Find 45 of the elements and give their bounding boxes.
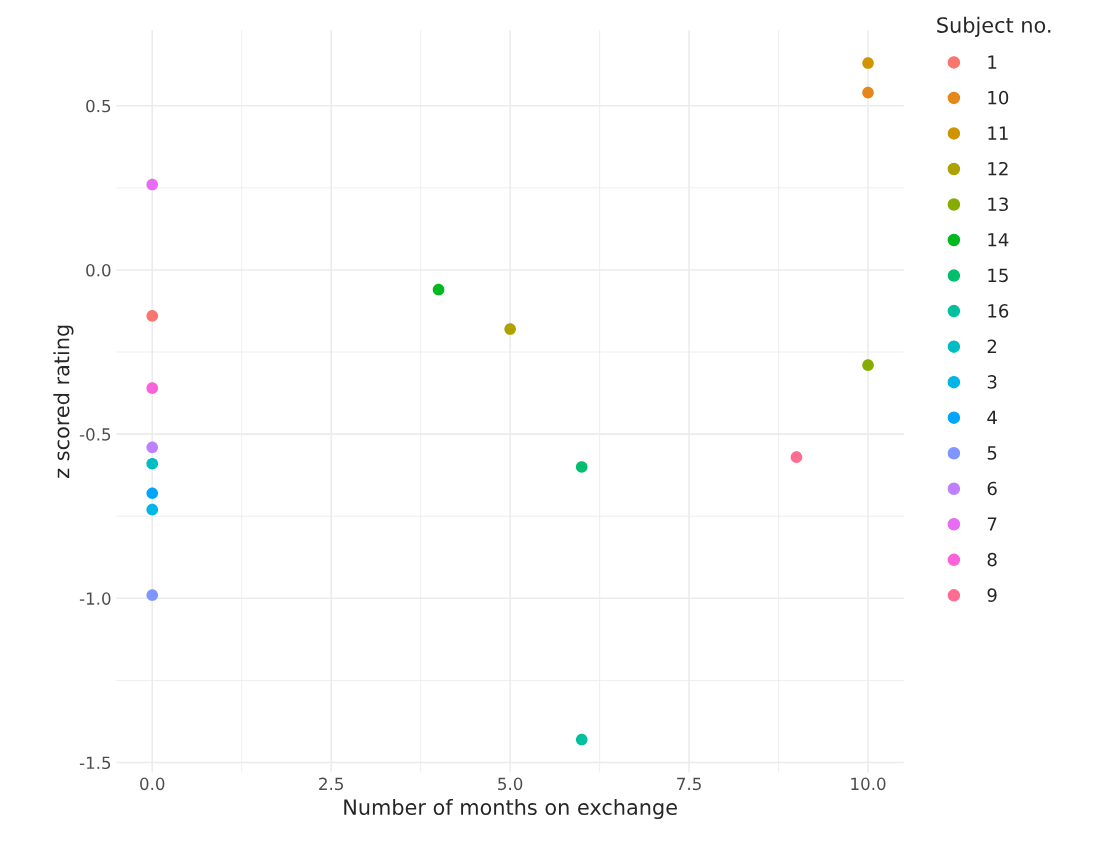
point xyxy=(862,359,874,371)
point xyxy=(146,178,159,191)
legend-label: 2 xyxy=(987,339,997,353)
legend-label: 13 xyxy=(988,197,1008,212)
point xyxy=(575,461,588,473)
point xyxy=(146,503,159,516)
legend-label: 12 xyxy=(988,161,1008,176)
legend-label: 14 xyxy=(988,233,1009,247)
x-tick-label: 10.0 xyxy=(851,777,886,791)
x-axis-title: Number of months on exchange xyxy=(344,798,677,820)
y-tick-label: 0.5 xyxy=(86,99,111,113)
legend-label: 8 xyxy=(987,552,997,567)
legend-label: 16 xyxy=(988,304,1009,318)
point xyxy=(432,283,445,296)
x-tick-label: 2.5 xyxy=(319,777,343,791)
point xyxy=(146,589,159,601)
y-tick-label: -1.5 xyxy=(79,756,111,770)
y-tick-label: -0.5 xyxy=(79,428,111,441)
legend-label: 1 xyxy=(988,55,997,69)
legend-label: 15 xyxy=(988,268,1008,283)
y-tick-label: -1.0 xyxy=(79,592,111,605)
x-tick-label: 5.0 xyxy=(498,777,523,791)
legend-label: 5 xyxy=(987,446,997,460)
legend-label: 6 xyxy=(987,481,997,496)
point xyxy=(146,487,159,500)
point xyxy=(862,86,874,99)
point xyxy=(146,310,159,322)
point xyxy=(575,733,588,746)
legend-label: 7 xyxy=(987,517,997,531)
legend-label: 9 xyxy=(987,588,997,602)
legend-label: 4 xyxy=(987,410,997,425)
legend-label: 11 xyxy=(988,126,1008,140)
point xyxy=(504,323,516,335)
legend-label: 3 xyxy=(987,375,997,389)
point xyxy=(862,57,874,69)
y-axis-title: z scored rating xyxy=(53,325,74,478)
point xyxy=(146,441,159,454)
legend-label: 10 xyxy=(988,90,1009,105)
point xyxy=(790,451,803,463)
point xyxy=(146,457,159,470)
y-tick-label: 0.0 xyxy=(86,263,111,277)
x-tick-label: 0.0 xyxy=(140,777,165,791)
x-tick-label: 7.5 xyxy=(677,777,701,791)
point xyxy=(146,382,159,394)
legend-title: Subject no. xyxy=(937,16,1051,37)
